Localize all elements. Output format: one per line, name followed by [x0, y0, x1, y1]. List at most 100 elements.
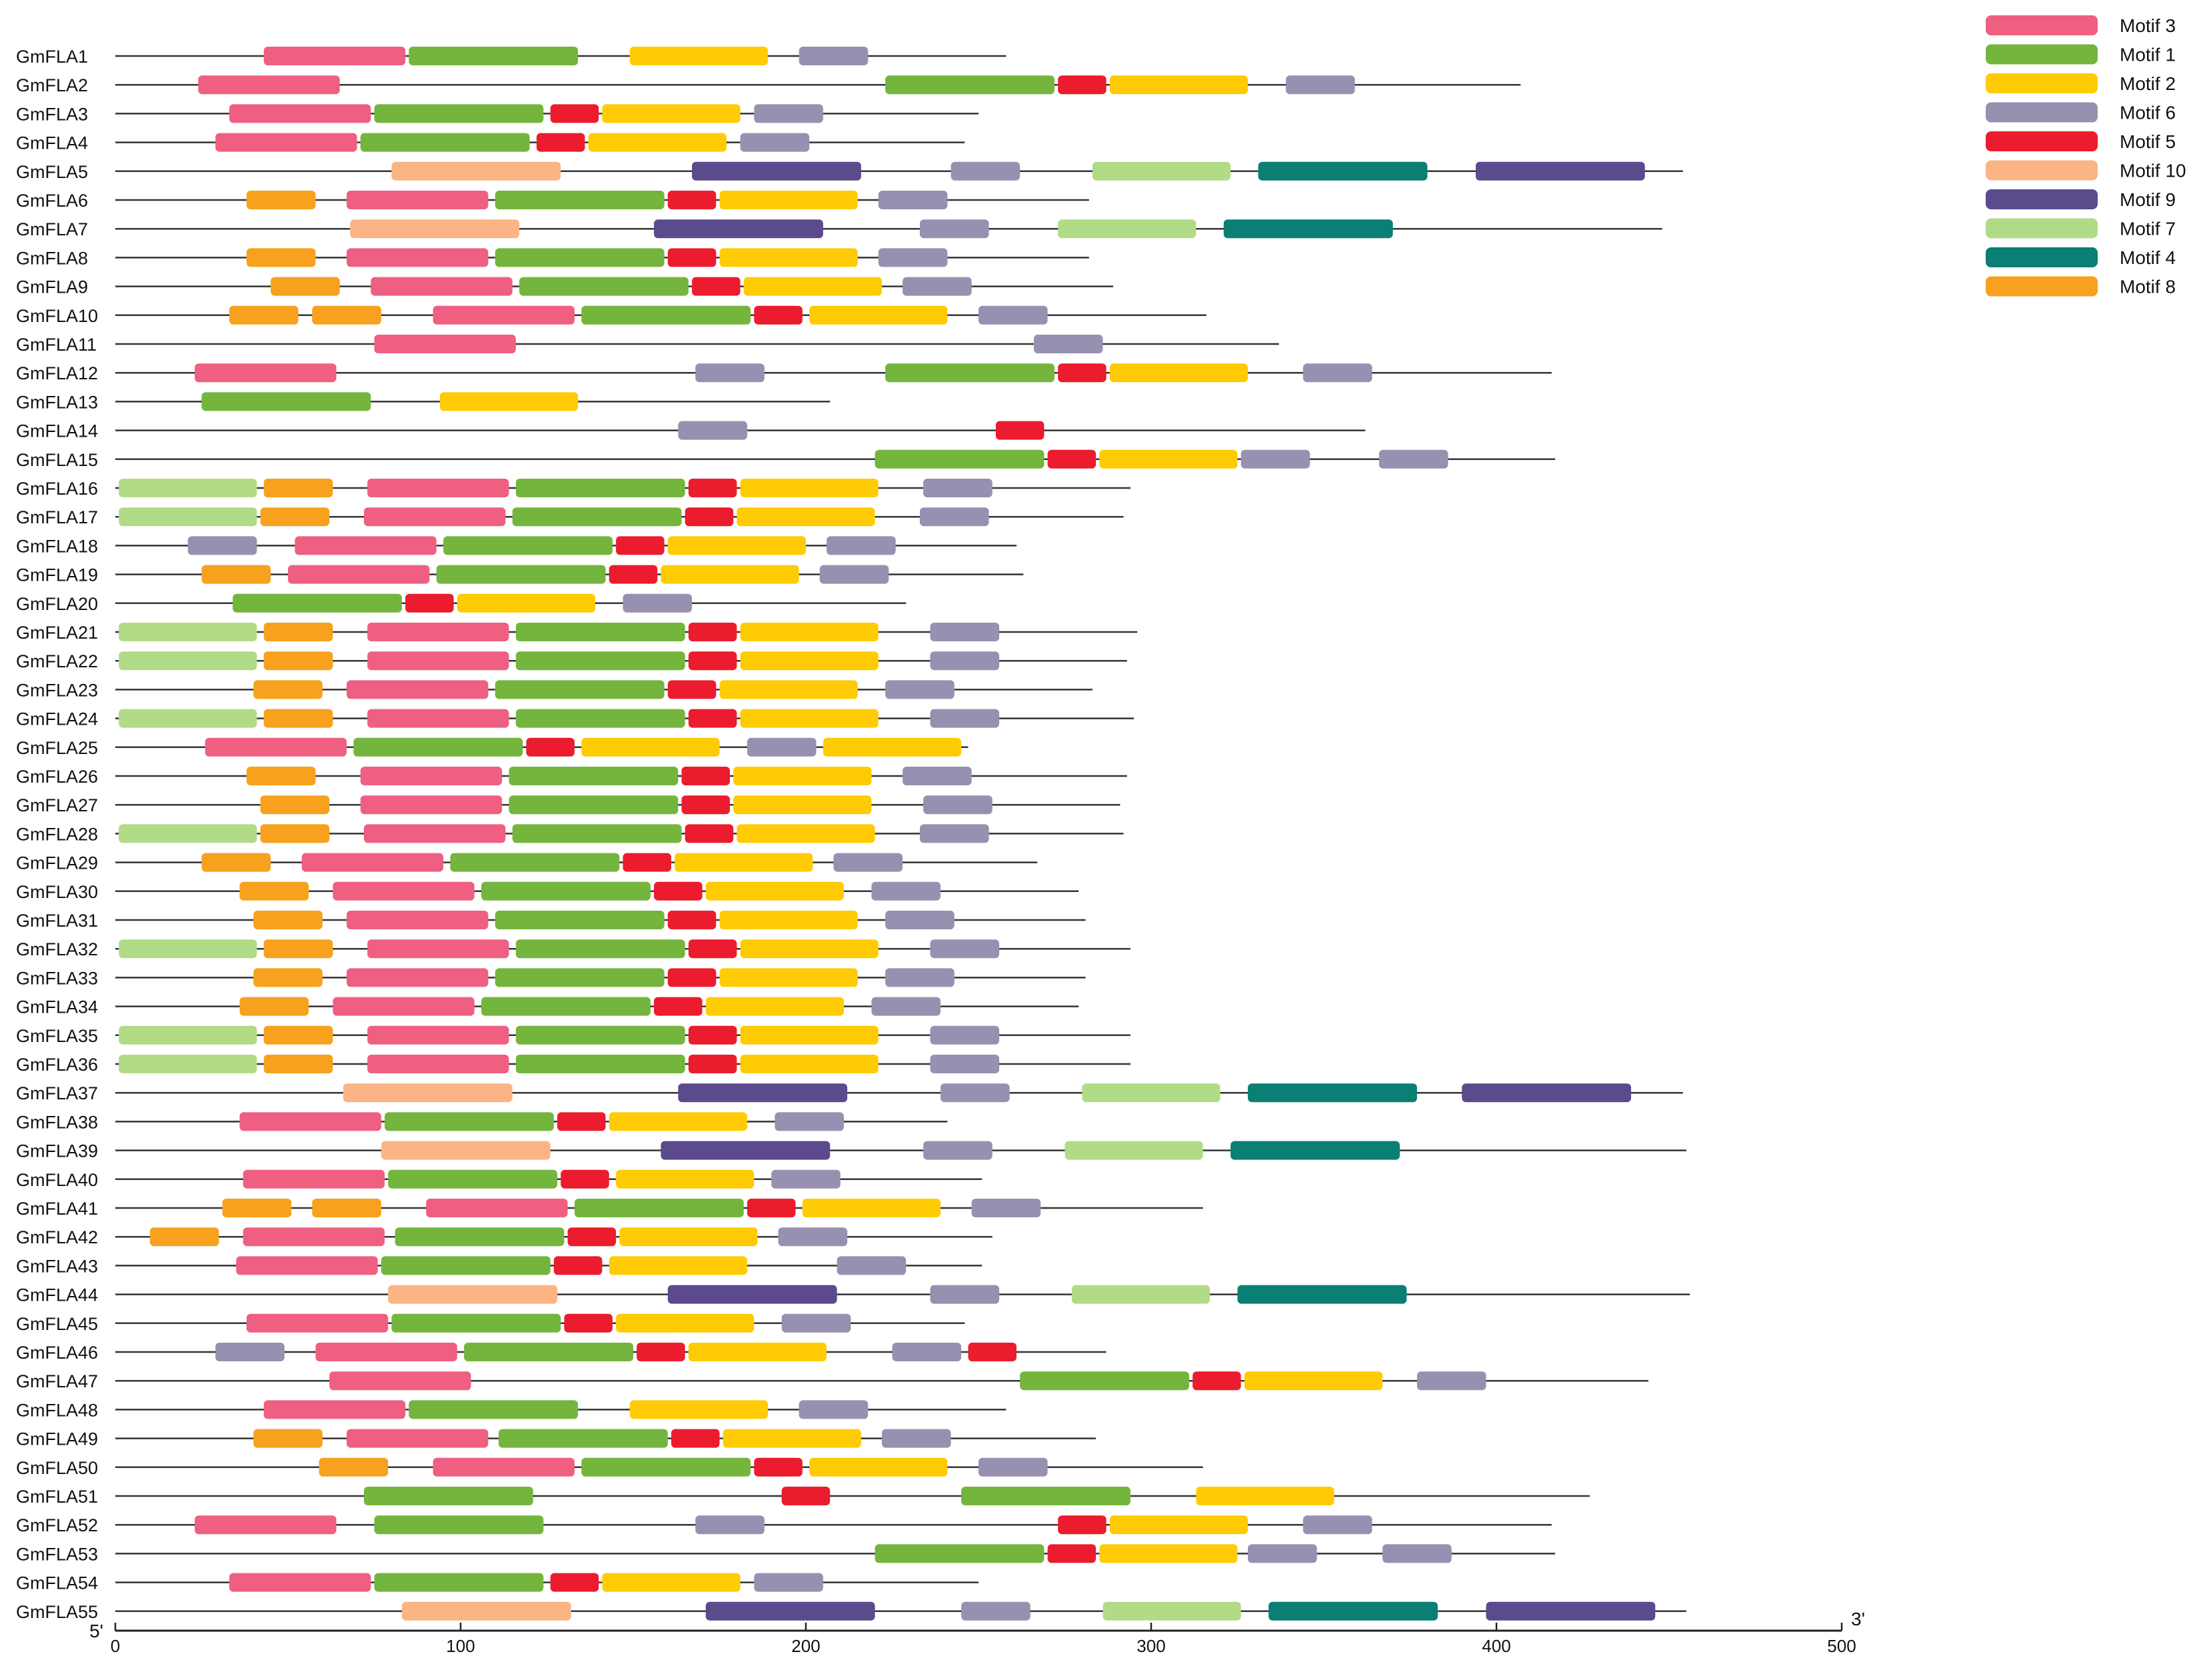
- protein-label: GmFLA12: [16, 363, 98, 383]
- motif-box-m8: [222, 1199, 292, 1217]
- motif-box-m5: [623, 853, 671, 872]
- protein-label: GmFLA35: [16, 1026, 98, 1046]
- motif-box-m7: [119, 507, 257, 527]
- motif-box-m3: [347, 911, 489, 929]
- motif-box-m3: [246, 1313, 389, 1333]
- protein-label: GmFLA55: [16, 1602, 98, 1622]
- motif-box-m8: [260, 795, 330, 815]
- motif-box-m5: [747, 1199, 796, 1217]
- protein-label: GmFLA31: [16, 911, 98, 931]
- motif-box-m2: [809, 1457, 948, 1477]
- motif-box-m6: [771, 1169, 841, 1189]
- motif-box-m6: [1302, 363, 1372, 383]
- motif-box-m5: [1058, 1515, 1106, 1535]
- motif-box-m6: [1382, 1544, 1452, 1563]
- motif-box-m2: [1109, 363, 1248, 383]
- motif-box-m6: [881, 1429, 951, 1448]
- motif-box-m5: [688, 1055, 737, 1073]
- motif-box-m5: [526, 737, 575, 757]
- motif-box-m6: [951, 161, 1021, 181]
- protein-label: GmFLA26: [16, 767, 98, 787]
- legend-swatch: [1986, 102, 2098, 123]
- motif-box-m5: [754, 305, 803, 325]
- motif-box-m2: [719, 968, 858, 987]
- protein-label: GmFLA2: [16, 75, 88, 95]
- protein-row: GmFLA16: [16, 479, 1130, 499]
- motif-box-m5: [1192, 1371, 1241, 1391]
- motif-box-m1: [201, 392, 371, 411]
- motif-box-m7: [1071, 1285, 1210, 1304]
- motif-box-m6: [215, 1343, 285, 1361]
- protein-row: GmFLA6: [16, 191, 1089, 211]
- motif-box-m1: [374, 104, 544, 123]
- motif-box-m6: [979, 1457, 1048, 1477]
- legend-swatch: [1986, 44, 2098, 65]
- protein-label: GmFLA54: [16, 1573, 98, 1593]
- motif-box-m2: [705, 881, 844, 901]
- motif-box-m2: [1109, 75, 1248, 95]
- protein-label: GmFLA45: [16, 1314, 98, 1334]
- protein-row: GmFLA50: [16, 1457, 1203, 1478]
- motif-box-m6: [775, 1112, 844, 1131]
- motif-box-m6: [930, 1055, 1000, 1073]
- legend-item: Motif 9: [1986, 189, 2176, 210]
- motif-box-m4: [1248, 1083, 1417, 1103]
- legend-swatch: [1986, 160, 2098, 181]
- motif-box-m6: [923, 1141, 993, 1160]
- motif-box-m8: [260, 824, 330, 843]
- motif-box-m1: [363, 1487, 533, 1505]
- protein-row: GmFLA54: [16, 1573, 979, 1593]
- motif-box-m8: [319, 1457, 389, 1477]
- motif-box-m6: [754, 104, 823, 123]
- motif-box-m6: [1378, 449, 1448, 469]
- motif-box-m3: [371, 277, 513, 296]
- motif-box-m5: [567, 1227, 617, 1247]
- motif-box-m5: [688, 939, 737, 959]
- motif-box-m5: [995, 421, 1045, 440]
- motif-box-m6: [930, 1025, 1000, 1045]
- x-tick-label: 500: [1827, 1636, 1856, 1656]
- motif-box-m1: [409, 47, 579, 65]
- motif-box-m4: [1237, 1285, 1407, 1304]
- motif-box-m2: [457, 593, 596, 613]
- motif-box-m5: [667, 248, 717, 267]
- motif-box-m2: [1099, 449, 1238, 469]
- motif-box-m3: [360, 767, 503, 785]
- motif-box-m5: [1047, 449, 1097, 469]
- motif-box-m2: [740, 709, 879, 728]
- motif-box-m1: [581, 305, 751, 325]
- protein-row: GmFLA15: [16, 449, 1556, 470]
- motif-box-m1: [409, 1400, 579, 1419]
- protein-label: GmFLA48: [16, 1400, 98, 1420]
- motif-box-m6: [827, 536, 896, 555]
- protein-row: GmFLA27: [16, 795, 1120, 815]
- legend-label: Motif 10: [2120, 161, 2186, 181]
- motif-box-m9: [661, 1141, 831, 1160]
- motif-box-m10: [381, 1141, 551, 1160]
- motif-box-m1: [515, 1025, 685, 1045]
- protein-row: GmFLA2: [16, 75, 1521, 95]
- motif-box-m7: [1092, 161, 1231, 181]
- protein-row: GmFLA7: [16, 219, 1662, 239]
- motif-box-m3: [367, 651, 509, 671]
- legend-label: Motif 7: [2120, 219, 2176, 239]
- motif-box-m3: [229, 1573, 371, 1592]
- protein-label: GmFLA17: [16, 507, 98, 527]
- protein-row: GmFLA36: [16, 1055, 1130, 1075]
- protein-label: GmFLA8: [16, 248, 88, 268]
- protein-row: GmFLA23: [16, 680, 1093, 700]
- protein-label: GmFLA7: [16, 219, 88, 239]
- protein-row: GmFLA45: [16, 1313, 965, 1334]
- motif-box-m1: [395, 1227, 565, 1247]
- legend-item: Motif 3: [1986, 15, 2176, 36]
- protein-label: GmFLA49: [16, 1429, 98, 1449]
- protein-label: GmFLA6: [16, 191, 88, 211]
- motif-box-m2: [802, 1199, 941, 1217]
- protein-row: GmFLA18: [16, 536, 1017, 556]
- motif-box-m3: [333, 881, 475, 901]
- motif-box-m6: [930, 623, 1000, 641]
- motif-box-m1: [450, 853, 620, 872]
- protein-row: GmFLA24: [16, 709, 1134, 729]
- motif-box-m5: [688, 651, 737, 671]
- protein-label: GmFLA16: [16, 479, 98, 499]
